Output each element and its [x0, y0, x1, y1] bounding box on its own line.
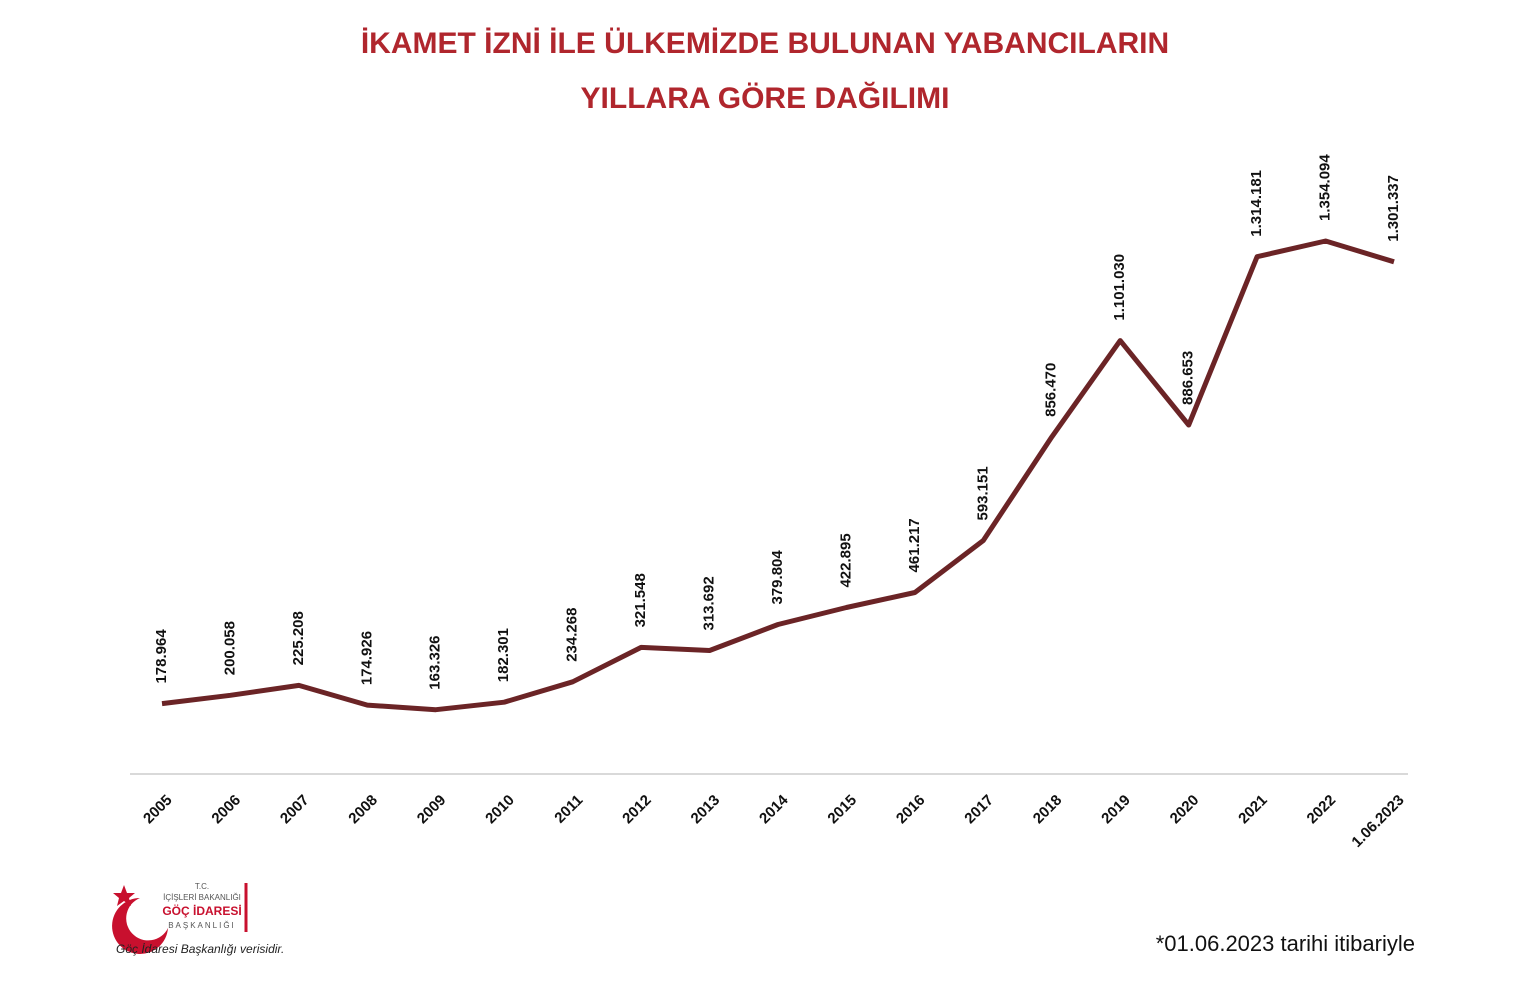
logo-crescent: [112, 898, 168, 955]
value-label: 200.058: [221, 621, 238, 675]
x-tick-label: 2020: [1167, 792, 1203, 828]
value-label: 225.208: [290, 611, 307, 665]
x-tick-label: 2006: [208, 792, 244, 828]
x-tick-label: 2019: [1098, 792, 1134, 828]
x-tick-label: 2015: [824, 792, 860, 828]
x-tick-label: 2018: [1030, 792, 1066, 828]
x-tick-label: 2022: [1304, 792, 1340, 828]
value-label: 1.301.337: [1385, 175, 1402, 242]
value-label: 379.804: [769, 550, 786, 605]
logo-text: T.C.: [195, 882, 209, 891]
chart-title: İKAMET İZNİ İLE ÜLKEMİZDE BULUNAN YABANC…: [361, 27, 1169, 60]
x-tick-label: 2016: [893, 792, 929, 828]
x-tick-label: 2013: [688, 792, 724, 828]
footnote: *01.06.2023 tarihi itibariyle: [1156, 931, 1415, 956]
x-tick-label: 2005: [140, 792, 176, 828]
value-label: 182.301: [495, 628, 512, 682]
value-label: 422.895: [837, 533, 854, 587]
logo-star: [113, 885, 135, 906]
logo-text: GÖÇ İDARESİ: [162, 903, 241, 918]
logo-text: İÇİŞLERİ BAKANLIĞI: [163, 893, 241, 902]
x-tick-label: 2010: [482, 792, 518, 828]
value-label: 321.548: [632, 573, 649, 627]
value-label: 1.101.030: [1111, 254, 1128, 321]
value-label: 163.326: [427, 635, 444, 689]
logo: T.C. İÇİŞLERİ BAKANLIĞI GÖÇ İDARESİ BAŞK…: [112, 882, 248, 955]
x-tick-label: 1.06.2023: [1348, 792, 1407, 851]
x-tick-label: 2017: [961, 792, 997, 828]
x-tick-label: 2008: [345, 792, 381, 828]
x-tick-label: 2011: [551, 792, 586, 827]
chart-title: YILLARA GÖRE DAĞILIMI: [581, 81, 950, 115]
value-label: 856.470: [1043, 363, 1060, 417]
value-label: 886.653: [1180, 351, 1197, 405]
x-tick-label: 2021: [1235, 792, 1271, 828]
line: [161, 238, 1395, 713]
value-label: 593.151: [974, 466, 991, 520]
x-tick-label: 2009: [414, 792, 450, 828]
value-label: 178.964: [153, 629, 170, 684]
source: Göç İdaresi Başkanlığı verisidir.: [116, 942, 284, 956]
x-tick-label: 2007: [277, 792, 313, 828]
logo-text: BAŞKANLIĞI: [168, 921, 236, 930]
value-label: 313.692: [701, 576, 718, 630]
value-label: 1.354.094: [1317, 154, 1334, 221]
value-label: 461.217: [906, 518, 923, 572]
value-label: 174.926: [358, 631, 375, 685]
x-tick-label: 2014: [756, 791, 792, 827]
x-tick-label: 2012: [619, 792, 655, 828]
value-label: 1.314.181: [1248, 170, 1265, 237]
value-label: 234.268: [564, 608, 581, 662]
